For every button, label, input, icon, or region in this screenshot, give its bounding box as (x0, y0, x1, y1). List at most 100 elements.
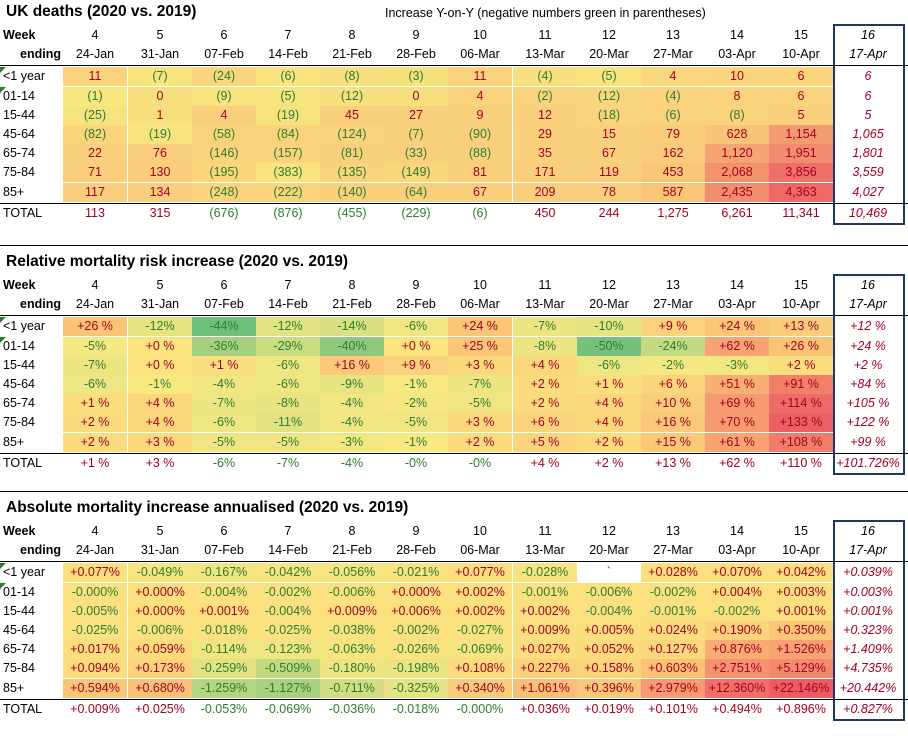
data-cell[interactable]: +61 % (705, 432, 769, 452)
data-cell[interactable]: 4 (448, 86, 512, 106)
data-cell[interactable]: +0.077% (448, 563, 512, 583)
data-cell[interactable]: 0 (128, 86, 192, 106)
data-cell[interactable]: +2.751% (705, 659, 769, 679)
total-cell[interactable]: +13 % (655, 455, 691, 470)
data-cell[interactable]: +22.146% (769, 678, 833, 698)
data-cell[interactable]: (8) (320, 67, 384, 87)
data-cell[interactable]: +1 % (577, 375, 641, 394)
data-cell[interactable]: -0.038% (320, 621, 384, 640)
data-cell[interactable]: +2 % (63, 432, 127, 452)
data-cell[interactable]: (81) (320, 144, 384, 164)
data-cell[interactable]: -0.711% (320, 678, 384, 698)
data-cell[interactable]: +4 % (128, 394, 192, 414)
data-cell[interactable]: +15 % (641, 432, 705, 452)
data-cell[interactable]: +3 % (448, 355, 512, 375)
data-cell[interactable]: +0.077% (63, 563, 127, 583)
data-cell[interactable]: -6% (256, 355, 320, 375)
data-cell[interactable]: (157) (256, 144, 320, 164)
data-cell[interactable]: +9 % (641, 317, 705, 337)
data-cell[interactable]: +0.002% (513, 601, 577, 621)
data-cell[interactable]: (6) (641, 105, 705, 125)
data-cell[interactable]: (146) (192, 144, 256, 164)
data-cell[interactable]: -0.026% (384, 640, 448, 660)
data-cell[interactable]: +0.039% (843, 565, 893, 580)
data-cell[interactable]: -2% (384, 394, 448, 414)
total-cell[interactable]: +110 % (780, 455, 822, 470)
total-cell[interactable]: +101.726% (836, 455, 900, 470)
data-cell[interactable]: +69 % (705, 394, 769, 414)
data-cell[interactable]: -4% (320, 394, 384, 414)
data-cell[interactable]: -0.006% (128, 621, 192, 640)
data-cell[interactable]: -0.002% (641, 582, 705, 602)
total-cell[interactable]: +0.009% (70, 701, 120, 716)
data-cell[interactable]: -7% (513, 317, 577, 337)
data-cell[interactable]: +1 % (63, 394, 127, 414)
data-cell[interactable]: -0.049% (128, 563, 192, 583)
data-cell[interactable]: -40% (320, 336, 384, 356)
data-cell[interactable]: 1,154 (769, 125, 833, 144)
data-cell[interactable]: +0.340% (448, 678, 512, 698)
total-cell[interactable]: +0.019% (584, 701, 634, 716)
data-cell[interactable]: -4% (192, 375, 256, 394)
data-cell[interactable]: (135) (320, 163, 384, 183)
data-cell[interactable]: +2 % (577, 432, 641, 452)
data-cell[interactable]: -0.004% (192, 582, 256, 602)
data-cell[interactable]: 1 (128, 105, 192, 125)
data-cell[interactable]: +24 % (448, 317, 512, 337)
data-cell[interactable]: +114 % (769, 394, 833, 414)
data-cell[interactable]: 6 (769, 67, 833, 87)
data-cell[interactable]: (140) (320, 182, 384, 202)
data-cell[interactable]: (3) (384, 67, 448, 87)
total-cell[interactable]: +0.025% (135, 701, 185, 716)
data-cell[interactable]: (195) (192, 163, 256, 183)
data-cell[interactable]: +26 % (63, 317, 127, 337)
data-cell[interactable]: +1.526% (769, 640, 833, 660)
total-cell[interactable]: -0.053% (200, 701, 248, 716)
data-cell[interactable]: -1% (384, 375, 448, 394)
data-cell[interactable]: 15 (577, 125, 641, 144)
data-cell[interactable]: +3 % (448, 413, 512, 433)
total-cell[interactable]: 1,275 (657, 205, 689, 220)
data-cell[interactable]: +0.042% (769, 563, 833, 583)
data-cell[interactable]: 22 (63, 144, 127, 164)
data-cell[interactable]: -0.002% (256, 582, 320, 602)
total-cell[interactable]: (229) (401, 205, 431, 220)
data-cell[interactable]: 3,559 (852, 165, 884, 180)
data-cell[interactable]: +0.006% (384, 601, 448, 621)
data-cell[interactable]: -9% (320, 375, 384, 394)
data-cell[interactable]: -0.021% (384, 563, 448, 583)
data-cell[interactable]: -0.259% (192, 659, 256, 679)
data-cell[interactable]: -8% (256, 394, 320, 414)
data-cell[interactable]: +16 % (641, 413, 705, 433)
data-cell[interactable]: -3% (705, 355, 769, 375)
data-cell[interactable]: +0.094% (63, 659, 127, 679)
data-cell[interactable]: 27 (384, 105, 448, 125)
data-cell[interactable]: (25) (63, 105, 127, 125)
data-cell[interactable]: +24 % (850, 338, 886, 353)
data-cell[interactable]: +0.227% (513, 659, 577, 679)
data-cell[interactable]: +133 % (769, 413, 833, 433)
data-cell[interactable]: -6% (192, 413, 256, 433)
data-cell[interactable]: -0.056% (320, 563, 384, 583)
data-cell[interactable]: -29% (256, 336, 320, 356)
data-cell[interactable]: 171 (513, 163, 577, 183)
data-cell[interactable]: -6% (256, 375, 320, 394)
data-cell[interactable]: -14% (320, 317, 384, 337)
data-cell[interactable]: -36% (192, 336, 256, 356)
data-cell[interactable]: 45 (320, 105, 384, 125)
data-cell[interactable]: -0.509% (256, 659, 320, 679)
data-cell[interactable]: +0.005% (577, 621, 641, 640)
data-cell[interactable]: -12% (128, 317, 192, 337)
data-cell[interactable]: (7) (384, 125, 448, 144)
data-cell[interactable]: +0.003% (769, 582, 833, 602)
data-cell[interactable]: -0.001% (513, 582, 577, 602)
data-cell[interactable]: +0.876% (705, 640, 769, 660)
data-cell[interactable]: +0.190% (705, 621, 769, 640)
total-cell[interactable]: +0.494% (712, 701, 762, 716)
data-cell[interactable]: +1.409% (843, 642, 893, 657)
data-cell[interactable]: 117 (63, 182, 127, 202)
data-cell[interactable]: -12% (256, 317, 320, 337)
total-cell[interactable]: +0.101% (648, 701, 698, 716)
data-cell[interactable]: +70 % (705, 413, 769, 433)
data-cell[interactable]: -0.180% (320, 659, 384, 679)
